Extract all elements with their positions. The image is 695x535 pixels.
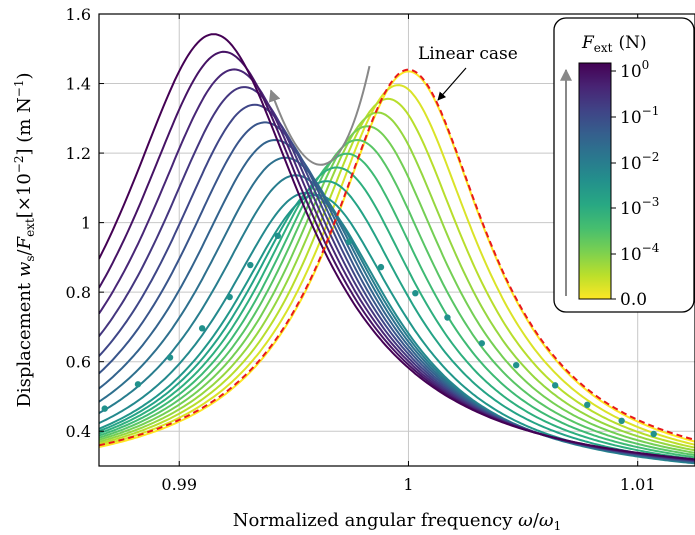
y-axis-label-unit: ] (m N	[14, 97, 35, 155]
backbone-points	[101, 232, 657, 438]
y-axis-label-scale: [×10	[14, 173, 35, 218]
x-tick-label: 0.99	[161, 475, 197, 494]
backbone-point	[513, 361, 520, 369]
colorbar-tick-base: 10	[620, 62, 642, 82]
trend-arrow-path	[268, 65, 371, 166]
y-axis-label: Displacement ws/Fext[×10−2] (m N−1)	[12, 72, 37, 407]
colorbar-tick-base: 10	[620, 108, 642, 128]
backbone-point	[478, 340, 486, 347]
colorbar-gradient	[578, 62, 612, 300]
backbone-point	[412, 289, 419, 297]
backbone-point	[377, 263, 385, 271]
colorbar-tick-label: 0.0	[620, 290, 647, 310]
colorbar-tick-label: 10−2	[620, 150, 659, 174]
y-axis-label-unit-exp: −1	[12, 79, 26, 97]
y-axis-label-slash: /	[14, 249, 35, 256]
colorbar-tick-label: 10−4	[620, 241, 660, 265]
x-axis-label: Normalized angular frequency ω/ω1	[233, 510, 561, 533]
x-axis-label-omega1: ω	[539, 510, 554, 531]
y-axis-label-close: )	[14, 72, 35, 79]
axis-ticks: 0.99 1 1.01 0.4 0.6 0.8 1 1.2 1.4 1.6	[66, 5, 656, 494]
y-axis-label-sub-ext: ext	[23, 218, 37, 237]
linear-case-pointer	[437, 67, 467, 101]
colorbar-tick-label: 100	[620, 58, 649, 82]
response-curve	[99, 180, 695, 463]
colorbar-tick-base: 10	[620, 154, 642, 174]
x-axis-label-sub: 1	[554, 519, 562, 533]
x-axis-label-omega: ω	[518, 510, 533, 531]
colorbar-title-sub: ext	[594, 41, 613, 55]
y-axis-label-sub-s: s	[23, 256, 37, 262]
response-curve	[99, 166, 695, 461]
colorbar-title-F: F	[581, 33, 595, 53]
colorbar-tick-base: 0.0	[620, 290, 647, 310]
x-tick-label: 1	[403, 475, 413, 494]
y-axis-label-F: F	[14, 235, 35, 250]
backbone-point	[444, 314, 451, 321]
backbone-point	[650, 430, 657, 438]
backbone-point	[584, 401, 591, 409]
y-tick-label: 1.6	[66, 5, 91, 24]
backbone-point	[274, 232, 281, 240]
colorbar-tick-exp: −1	[642, 104, 660, 118]
response-curve	[99, 111, 695, 452]
backbone-point	[226, 293, 233, 301]
colorbar-tick-exp: −3	[642, 195, 660, 209]
colorbar-title: Fext (N)	[581, 33, 647, 55]
y-axis-label-exp: −2	[12, 156, 26, 174]
linear-case-annotation: Linear case	[418, 44, 518, 64]
response-curves	[99, 33, 695, 465]
linear-case-curve	[99, 68, 695, 447]
backbone-point	[247, 261, 254, 269]
backbone-point	[618, 417, 625, 424]
y-tick-label: 1	[81, 214, 91, 233]
response-curve	[99, 152, 695, 459]
backbone-point	[101, 405, 108, 412]
response-curve	[99, 97, 695, 449]
y-axis-label-text: Displacement	[14, 277, 35, 407]
backbone-point	[134, 381, 142, 388]
response-curve	[99, 70, 695, 448]
colorbar-tick-exp: −2	[642, 150, 660, 164]
response-curve	[99, 33, 695, 461]
colorbar-tick-exp: 0	[642, 58, 650, 72]
colorbar-tick-label: 10−1	[620, 104, 659, 128]
y-tick-label: 0.8	[66, 283, 91, 302]
y-tick-label: 0.4	[66, 422, 91, 441]
response-curve	[99, 84, 695, 447]
x-tick-label: 1.01	[620, 475, 656, 494]
colorbar-tick-base: 10	[620, 245, 642, 265]
y-tick-label: 1.2	[66, 144, 91, 163]
response-curve	[99, 125, 695, 454]
x-axis-label-text: Normalized angular frequency	[233, 510, 518, 531]
colorbar-tick-base: 10	[620, 199, 642, 219]
x-axis-label-slash: /	[533, 510, 540, 531]
backbone-point	[551, 382, 559, 389]
colorbar-tick-label: 10−3	[620, 195, 659, 219]
response-curve	[99, 138, 695, 457]
colorbar-title-unit: (N)	[619, 33, 647, 53]
y-tick-label: 1.4	[66, 75, 91, 94]
y-axis-label-w: w	[14, 261, 35, 277]
trend-arrow	[268, 65, 371, 166]
backbone-point	[198, 325, 206, 332]
backbone-point	[345, 238, 353, 245]
colorbar-tick-exp: −4	[642, 241, 660, 255]
plot-frame	[98, 13, 695, 467]
linear-case-line	[99, 68, 695, 447]
y-tick-label: 0.6	[66, 353, 91, 372]
backbone-point	[166, 354, 174, 361]
